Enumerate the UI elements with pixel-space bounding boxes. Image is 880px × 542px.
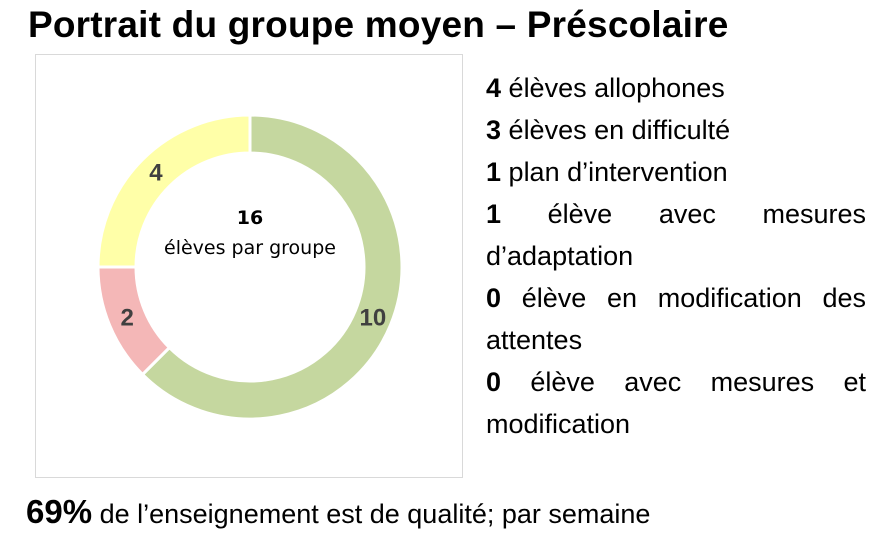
donut-slice-label-1: 2 (120, 304, 133, 331)
stat-text: élèves en difficulté (508, 115, 731, 145)
quality-percent: 69% (26, 493, 93, 530)
stat-count: 1 (486, 199, 502, 229)
stat-difficulty: 3 élèves en difficulté (486, 109, 866, 151)
stat-count: 3 (486, 115, 502, 145)
stat-text: élève avec mesures et modification (486, 367, 866, 439)
donut-svg: 10 2 4 (96, 113, 404, 421)
stat-intervention-plan: 1 plan d’intervention (486, 151, 866, 193)
stat-count: 0 (486, 283, 502, 313)
donut-center: 16 élèves par groupe (146, 203, 354, 263)
stat-text: élève en modification des attentes (486, 283, 866, 355)
page-title: Portrait du groupe moyen – Préscolaire (28, 4, 729, 45)
donut-chart: 10 2 4 16 élèves par groupe (35, 54, 463, 478)
stat-adaptation: 1 élève avec mesures d’adaptation (486, 193, 866, 277)
quality-text: de l’enseignement est de qualité; par se… (99, 499, 651, 529)
stat-text: élèves allophones (508, 73, 725, 103)
stat-count: 1 (486, 157, 502, 187)
stats-list: 4 élèves allophones 3 élèves en difficul… (486, 67, 866, 445)
donut-slice-0 (140, 113, 404, 421)
center-total: 16 (236, 207, 264, 229)
donut-slice-label-2: 4 (149, 159, 163, 186)
stat-count: 0 (486, 367, 502, 397)
donut-slice-2 (96, 113, 252, 269)
quality-footer: 69% de l’enseignement est de qualité; pa… (26, 493, 650, 531)
stat-text: plan d’intervention (508, 157, 728, 187)
stat-adaptation-and-modification: 0 élève avec mesures et modification (486, 361, 866, 445)
stat-text: élève avec mesures d’adaptation (486, 199, 866, 271)
donut-slice-label-0: 10 (360, 304, 387, 331)
stat-modification: 0 élève en modification des attentes (486, 277, 866, 361)
stat-count: 4 (486, 73, 502, 103)
stat-allophones: 4 élèves allophones (486, 67, 866, 109)
center-caption: élèves par groupe (164, 237, 336, 259)
